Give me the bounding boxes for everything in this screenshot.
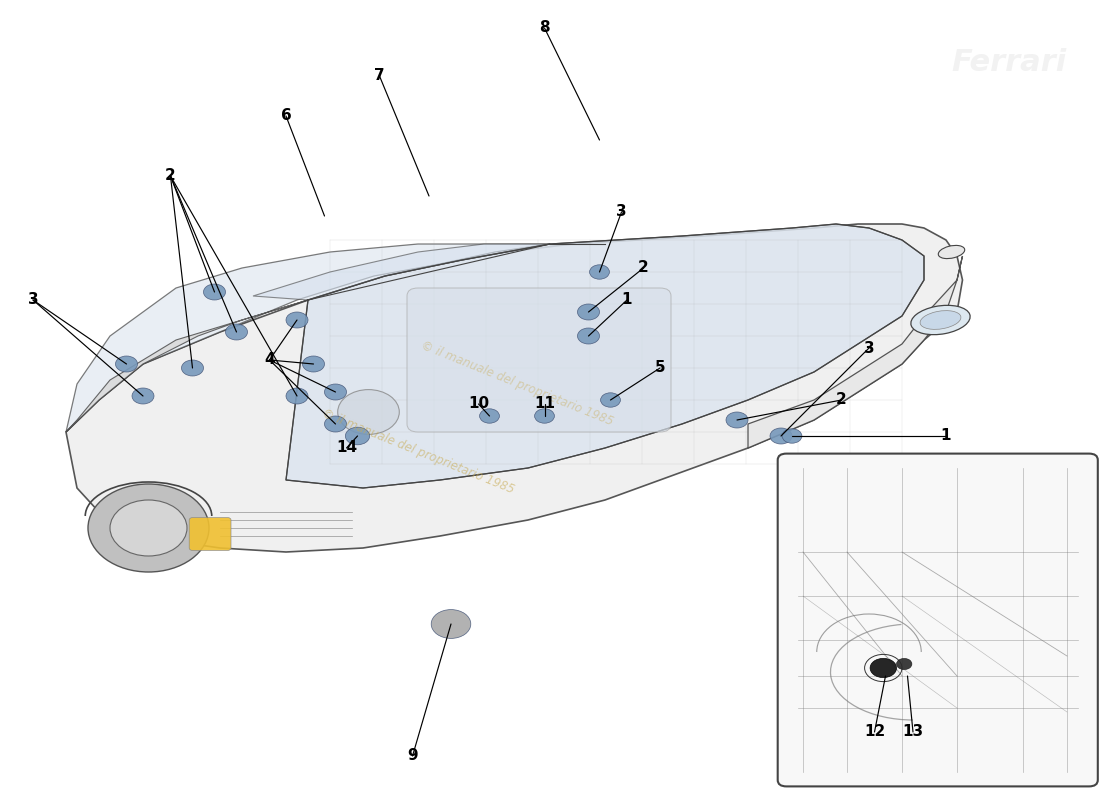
Circle shape xyxy=(535,409,554,423)
Text: Ferrari: Ferrari xyxy=(952,48,1067,77)
Circle shape xyxy=(204,284,226,300)
Ellipse shape xyxy=(938,246,965,258)
Ellipse shape xyxy=(911,306,970,334)
Text: 5: 5 xyxy=(654,361,666,375)
Circle shape xyxy=(845,486,937,554)
Circle shape xyxy=(286,312,308,328)
Text: 3: 3 xyxy=(864,341,874,355)
Polygon shape xyxy=(286,224,924,488)
Polygon shape xyxy=(748,256,962,448)
FancyBboxPatch shape xyxy=(189,518,231,550)
Text: 7: 7 xyxy=(374,69,385,83)
Circle shape xyxy=(182,360,204,376)
Circle shape xyxy=(726,412,748,428)
Circle shape xyxy=(132,388,154,404)
Text: 4: 4 xyxy=(264,353,275,367)
Circle shape xyxy=(578,304,600,320)
Circle shape xyxy=(226,324,248,340)
Text: 13: 13 xyxy=(902,725,924,739)
Circle shape xyxy=(324,384,346,400)
Text: 3: 3 xyxy=(616,205,627,219)
Circle shape xyxy=(782,429,802,443)
Ellipse shape xyxy=(920,310,961,330)
Circle shape xyxy=(578,328,600,344)
Circle shape xyxy=(338,390,399,434)
Text: 6: 6 xyxy=(280,109,292,123)
Polygon shape xyxy=(66,244,550,432)
Text: 12: 12 xyxy=(864,725,886,739)
Circle shape xyxy=(431,610,471,638)
Circle shape xyxy=(116,356,138,372)
Text: 8: 8 xyxy=(539,21,550,35)
Text: 1: 1 xyxy=(621,293,632,307)
Text: 10: 10 xyxy=(468,397,490,411)
Circle shape xyxy=(286,388,308,404)
Text: 9: 9 xyxy=(407,749,418,763)
Text: © il manuale del proprietario 1985: © il manuale del proprietario 1985 xyxy=(320,407,516,497)
Text: 2: 2 xyxy=(165,169,176,183)
Text: © il manuale del proprietario 1985: © il manuale del proprietario 1985 xyxy=(419,339,615,429)
Circle shape xyxy=(590,265,609,279)
Circle shape xyxy=(870,658,896,678)
Circle shape xyxy=(110,500,187,556)
Text: 1: 1 xyxy=(940,429,952,443)
Circle shape xyxy=(480,409,499,423)
Circle shape xyxy=(302,356,324,372)
Text: 11: 11 xyxy=(534,397,556,411)
Text: 2: 2 xyxy=(638,261,649,275)
Text: 14: 14 xyxy=(336,441,358,455)
Circle shape xyxy=(345,427,370,445)
Circle shape xyxy=(88,484,209,572)
Circle shape xyxy=(820,468,962,572)
FancyBboxPatch shape xyxy=(778,454,1098,786)
Circle shape xyxy=(896,658,912,670)
Circle shape xyxy=(324,416,346,432)
Circle shape xyxy=(770,428,792,444)
Circle shape xyxy=(601,393,620,407)
FancyBboxPatch shape xyxy=(407,288,671,432)
Polygon shape xyxy=(66,300,308,432)
Text: 3: 3 xyxy=(28,293,38,307)
Text: 2: 2 xyxy=(836,393,847,407)
Polygon shape xyxy=(253,244,550,300)
Polygon shape xyxy=(66,224,962,552)
